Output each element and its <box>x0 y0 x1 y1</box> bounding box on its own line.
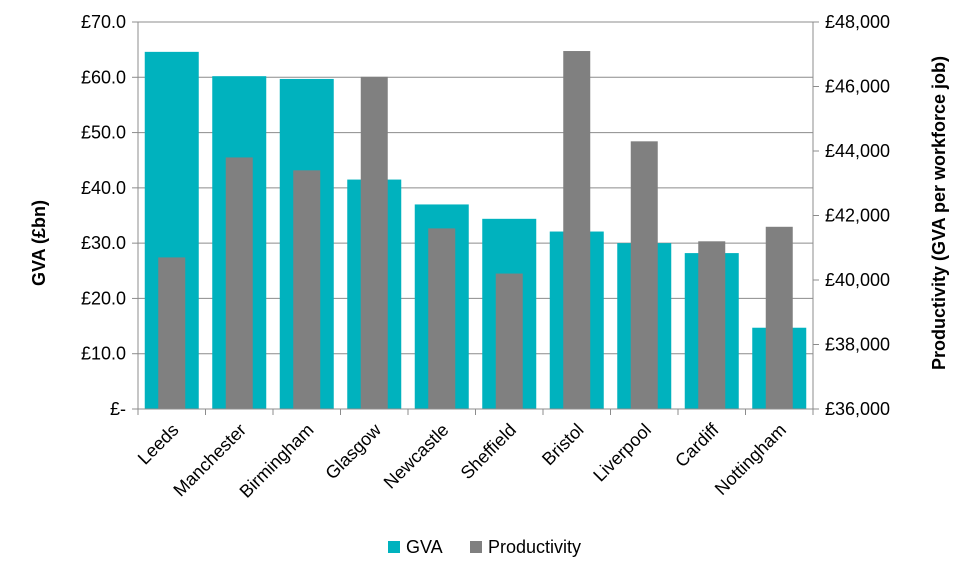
y-tick-label: £40.0 <box>81 178 126 198</box>
left-axis-ticks: £- £10.0 £20.0 £30.0 £40.0 £50.0 £60.0 £70.0 <box>81 12 126 419</box>
y2-tick-label: £46,000 <box>825 77 890 97</box>
x-tick-label: Bristol <box>538 420 588 470</box>
productivity-bar-glasgow <box>360 76 388 409</box>
bars <box>144 51 807 410</box>
y-tick-label: £- <box>110 399 126 419</box>
y2-tick-label: £48,000 <box>825 12 890 32</box>
legend: GVA Productivity <box>388 537 581 557</box>
productivity-bar-leeds <box>158 257 186 409</box>
y-tick-label: £30.0 <box>81 233 126 253</box>
productivity-bar-manchester <box>225 157 253 409</box>
y2-tick-label: £36,000 <box>825 399 890 419</box>
x-tick-label: Newcastle <box>380 420 453 493</box>
y-tick-label: £60.0 <box>81 67 126 87</box>
y-tick-label: £70.0 <box>81 12 126 32</box>
y-tick-label: £20.0 <box>81 288 126 308</box>
productivity-bar-nottingham <box>765 226 793 409</box>
x-tick-label: Glasgow <box>321 419 385 483</box>
y2-tick-label: £40,000 <box>825 270 890 290</box>
legend-label-productivity: Productivity <box>488 537 581 557</box>
axes <box>132 21 819 415</box>
productivity-bar-sheffield <box>495 273 523 409</box>
productivity-bar-cardiff <box>698 241 726 409</box>
x-tick-label: Leeds <box>134 420 183 469</box>
legend-swatch-gva <box>388 541 400 553</box>
y-tick-label: £10.0 <box>81 344 126 364</box>
y2-tick-label: £44,000 <box>825 141 890 161</box>
productivity-bar-bristol <box>563 51 591 410</box>
y-tick-label: £50.0 <box>81 123 126 143</box>
x-tick-label: Sheffield <box>457 420 520 483</box>
productivity-bar-birmingham <box>293 170 321 409</box>
legend-label-gva: GVA <box>406 537 443 557</box>
y2-axis-title: Productivity (GVA per workforce job) <box>929 56 949 370</box>
right-axis-ticks: £36,000 £38,000 £40,000 £42,000 £44,000 £46,0… <box>825 12 890 419</box>
legend-swatch-productivity <box>470 541 482 553</box>
x-tick-label: Liverpool <box>589 420 655 486</box>
x-tick-label: Cardiff <box>671 419 723 471</box>
x-tick-label: Nottingham <box>711 420 790 499</box>
y2-tick-label: £38,000 <box>825 335 890 355</box>
y2-tick-label: £42,000 <box>825 206 890 226</box>
y-axis-title: GVA (£bn) <box>29 200 49 286</box>
productivity-bar-newcastle <box>428 228 456 409</box>
productivity-bar-liverpool <box>630 141 658 409</box>
